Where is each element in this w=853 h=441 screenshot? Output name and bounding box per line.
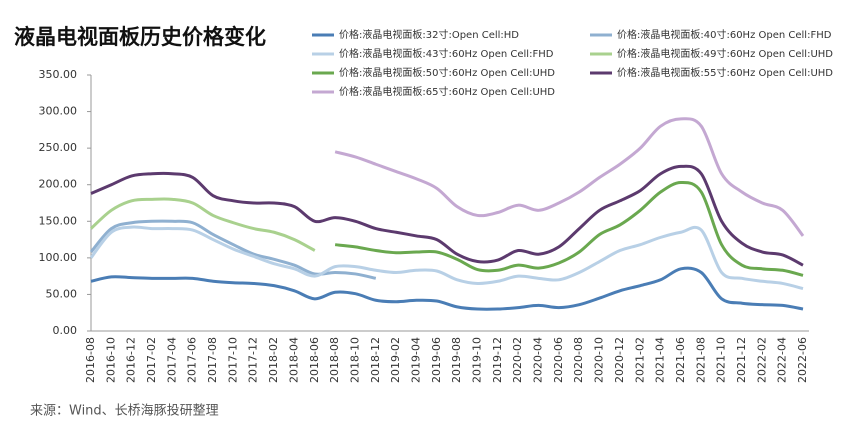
- x-tick-label: 2019-06: [430, 337, 443, 383]
- x-tick-label: 2019-08: [450, 337, 463, 383]
- legend-label: 价格:液晶电视面板:40寸:60Hz Open Cell:FHD: [617, 28, 832, 41]
- x-tick-label: 2022-02: [755, 337, 768, 383]
- x-tick-label: 2016-10: [104, 337, 117, 383]
- line-series: [334, 117, 805, 237]
- legend-label: 价格:液晶电视面板:49寸:60Hz Open Cell:UHD: [617, 47, 833, 60]
- x-tick-label: 2018-12: [369, 337, 382, 383]
- x-tick-label: 2022-06: [796, 337, 809, 383]
- y-tick-label: 0.00: [53, 324, 78, 337]
- x-tick-label: 2018-04: [287, 337, 300, 383]
- x-tick-label: 2018-02: [267, 337, 280, 383]
- line-series: [89, 197, 316, 252]
- x-tick-label: 2016-08: [84, 337, 97, 383]
- x-tick-label: 2020-02: [511, 337, 524, 383]
- line-series: [89, 219, 377, 280]
- legend-label: 价格:液晶电视面板:50寸:60Hz Open Cell:UHD: [339, 66, 555, 79]
- y-tick-label: 300.00: [39, 105, 78, 118]
- x-tick-label: 2020-04: [532, 337, 545, 383]
- legend-label: 价格:液晶电视面板:65寸:60Hz Open Cell:UHD: [339, 85, 555, 98]
- x-tick-label: 2021-02: [633, 337, 646, 383]
- x-tick-label: 2020-08: [572, 337, 585, 383]
- x-tick-label: 2022-04: [776, 337, 789, 383]
- legend-label: 价格:液晶电视面板:32寸:Open Cell:HD: [339, 28, 519, 41]
- x-tick-label: 2018-08: [328, 337, 341, 383]
- legend-label: 价格:液晶电视面板:55寸:60Hz Open Cell:UHD: [617, 66, 833, 79]
- x-tick-label: 2017-06: [186, 337, 199, 383]
- x-tick-label: 2018-10: [348, 337, 361, 383]
- x-tick-label: 2017-12: [247, 337, 260, 383]
- line-series: [89, 225, 804, 291]
- line-series: [90, 164, 804, 267]
- y-tick-label: 200.00: [39, 178, 78, 191]
- x-tick-label: 2021-06: [674, 337, 687, 383]
- x-tick-label: 2020-06: [552, 337, 565, 383]
- line-series: [334, 181, 804, 277]
- x-tick-label: 2020-12: [613, 337, 626, 383]
- x-tick-label: 2017-08: [206, 337, 219, 383]
- x-tick-label: 2018-06: [308, 337, 321, 383]
- y-tick-label: 150.00: [39, 214, 78, 227]
- legend-label: 价格:液晶电视面板:43寸:60Hz Open Cell:FHD: [339, 47, 554, 60]
- x-tick-label: 2019-04: [409, 337, 422, 383]
- x-tick-label: 2016-12: [125, 337, 138, 383]
- x-tick-label: 2019-02: [389, 337, 402, 383]
- x-tick-label: 2017-02: [145, 337, 158, 383]
- x-tick-label: 2019-10: [471, 337, 484, 383]
- x-tick-label: 2021-10: [715, 337, 728, 383]
- y-tick-label: 250.00: [39, 141, 78, 154]
- chart-title: 液晶电视面板历史价格变化: [14, 25, 266, 49]
- y-tick-label: 350.00: [39, 68, 78, 81]
- x-tick-label: 2017-10: [226, 337, 239, 383]
- x-tick-label: 2021-12: [735, 337, 748, 383]
- y-tick-label: 100.00: [39, 251, 78, 264]
- x-tick-label: 2017-04: [165, 337, 178, 383]
- x-tick-label: 2019-12: [491, 337, 504, 383]
- x-tick-label: 2021-04: [654, 337, 667, 383]
- line-series: [90, 266, 804, 311]
- y-tick-label: 50.00: [46, 287, 78, 300]
- x-tick-label: 2020-10: [593, 337, 606, 383]
- x-tick-label: 2021-08: [694, 337, 707, 383]
- source: 来源：Wind、长桥海豚投研整理: [30, 403, 219, 419]
